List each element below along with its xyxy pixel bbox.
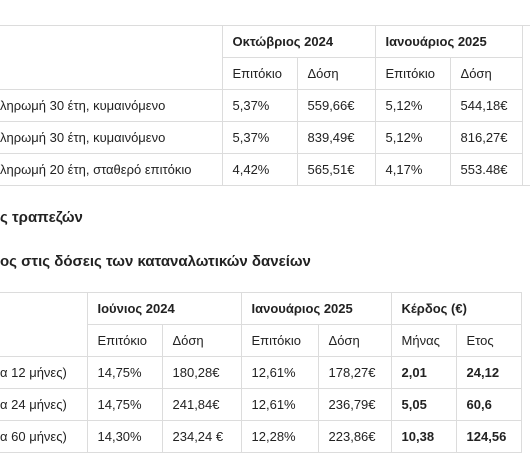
subheader: Δόση (296, 57, 376, 90)
row-label: ληρωμή 30 έτη, κυμαινόμενο (0, 89, 223, 122)
cell: 14,75% (86, 388, 163, 421)
cell: 544,18€ (449, 89, 523, 122)
cell: 234,24 € (161, 420, 242, 453)
cell: 12,61% (240, 388, 319, 421)
header-row: Ιούνιος 2024 Ιανουάριος 2025 Κέρδος (€) (0, 292, 522, 357)
subheader: Ετος (455, 324, 522, 357)
consumer-loan-table: Ιούνιος 2024 Ιανουάριος 2025 Κέρδος (€) Επι… (0, 292, 522, 453)
cell: 559,66€ (296, 89, 376, 122)
cell: 5,12% (374, 121, 451, 154)
subheader: Δόση (449, 57, 523, 90)
row-label: α 60 μήνες) (0, 420, 88, 453)
cell: 4,42% (221, 153, 298, 186)
subheader: Μήνας (390, 324, 457, 357)
subheader-row: Επιτόκιο Δόση Επιτόκιο Δόση Μήνας Ετος (0, 324, 522, 357)
subheader: Επιτόκιο (86, 324, 163, 357)
cell: 816,27€ (449, 121, 523, 154)
cell (521, 25, 530, 186)
cell: 2,01 (390, 356, 457, 389)
corner-cell (0, 292, 88, 357)
group-header: Κέρδος (€) (390, 292, 522, 325)
cell: 565,51€ (296, 153, 376, 186)
cell: 24,12 (455, 356, 522, 389)
cell: 5,37% (221, 89, 298, 122)
data-row: α 12 μήνες) 14,75% 180,28€ 12,61% 178,27€ 2,0… (0, 356, 522, 389)
group-header: Ιανουάριος 2025 (240, 292, 392, 325)
data-row: ληρωμή 20 έτη, σταθερό επιτόκιο 4,42% 565,… (0, 153, 530, 186)
subheader: Επιτόκιο (240, 324, 319, 357)
group-header: Ιούνιος 2024 (86, 292, 242, 325)
heading: ος στις δόσεις των καταναλωτικών δανείων (0, 253, 311, 270)
cell: 14,30% (86, 420, 163, 453)
cell: 60,6 (455, 388, 522, 421)
data-row: α 60 μήνες) 14,30% 234,24 €12,28% 223,86€ 10… (0, 420, 522, 453)
row-label: ληρωμή 20 έτη, σταθερό επιτόκιο (0, 153, 223, 186)
corner-cell (0, 25, 223, 90)
subheader-row: Επιτόκιο Δόση Επιτόκιο Δόση (0, 57, 530, 90)
cell: 223,86€ (317, 420, 392, 453)
group-header: Οκτώβριος 2024 (221, 25, 376, 58)
cell: 5,05 (390, 388, 457, 421)
cell: 5,12% (374, 89, 451, 122)
cell: 5,37% (221, 121, 298, 154)
group-header: Ιανουάριος 2025 (374, 25, 523, 58)
row-label: α 24 μήνες) (0, 388, 88, 421)
cell: 12,61% (240, 356, 319, 389)
data-row: ληρωμή 30 έτη, κυμαινόμενο 5,37% 559,66€ 5,… (0, 89, 530, 122)
cell: 180,28€ (161, 356, 242, 389)
subheader: Δόση (317, 324, 392, 357)
row-label: α 12 μήνες) (0, 356, 88, 389)
cell: 12,28% (240, 420, 319, 453)
row-label: ληρωμή 30 έτη, κυμαινόμενο (0, 121, 223, 154)
cell: 236,79€ (317, 388, 392, 421)
mortgage-table: Οκτώβριος 2024 Ιανουάριος 2025 Επιτόκιο Δόσ… (0, 25, 530, 186)
data-row: α 24 μήνες) 14,75% 241,84€ 12,61% 236,79€ 5,0… (0, 388, 522, 421)
cell: 124,56 (455, 420, 522, 453)
cell: 178,27€ (317, 356, 392, 389)
cell: 10,38 (390, 420, 457, 453)
data-row: ληρωμή 30 έτη, κυμαινόμενο 5,37% 839,49€ 5,… (0, 121, 530, 154)
cell: 4,17% (374, 153, 451, 186)
cell: 839,49€ (296, 121, 376, 154)
cell: 241,84€ (161, 388, 242, 421)
cell: 553.48€ (449, 153, 523, 186)
header-row: Οκτώβριος 2024 Ιανουάριος 2025 (0, 25, 530, 186)
subheader: Επιτόκιο (221, 57, 298, 90)
subheader: Δόση (161, 324, 242, 357)
heading: ς τραπεζών (0, 209, 83, 226)
subheader: Επιτόκιο (374, 57, 451, 90)
cell: 14,75% (86, 356, 163, 389)
